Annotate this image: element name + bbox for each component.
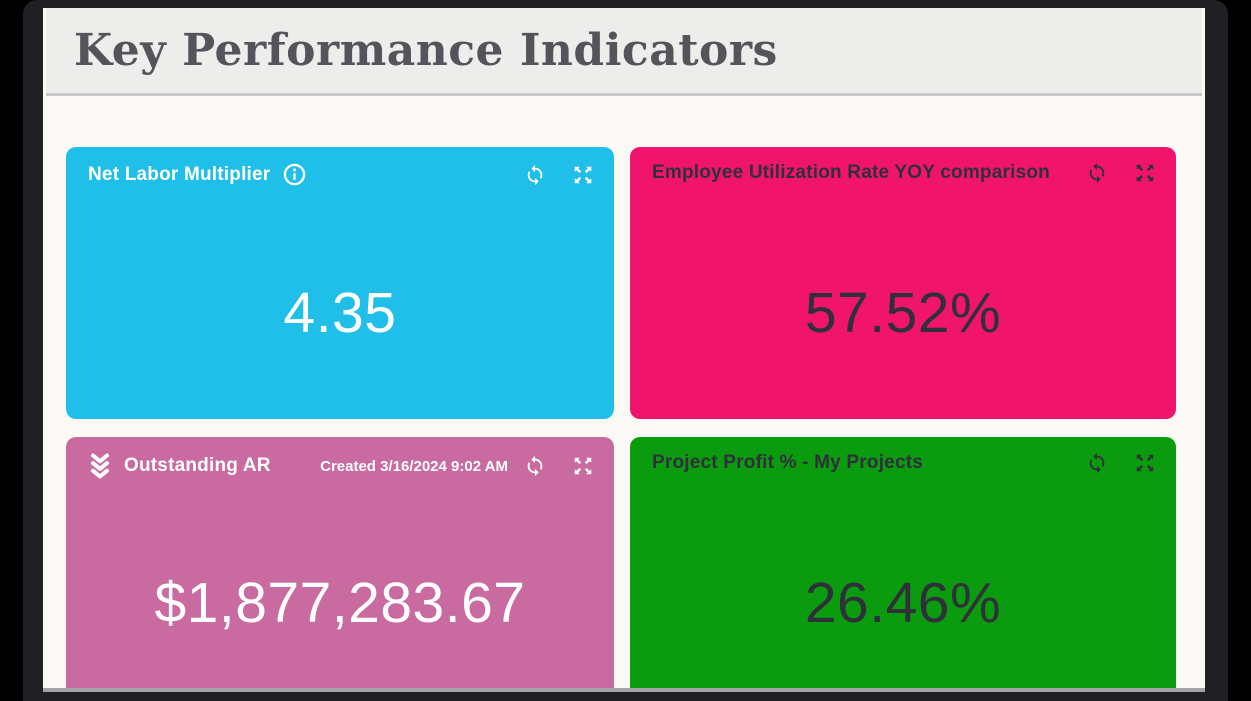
expand-icon[interactable] (1134, 452, 1156, 474)
refresh-icon[interactable] (524, 164, 546, 186)
created-timestamp: Created 3/16/2024 9:02 AM (320, 457, 508, 475)
kpi-card-project-profit: Project Profit % - My Projects (630, 437, 1176, 688)
kpi-card-outstanding-ar: Outstanding AR Created 3/16/2024 9:02 AM (66, 437, 614, 688)
kpi-card-net-labor-multiplier: Net Labor Multiplier (66, 147, 614, 419)
card-title: Net Labor Multiplier (88, 163, 271, 185)
refresh-icon[interactable] (1086, 452, 1108, 474)
page-header: Key Performance Indicators (46, 8, 1202, 96)
collapse-chevrons-icon[interactable] (88, 452, 112, 480)
kpi-value: 57.52% (804, 281, 1002, 345)
card-title: Outstanding AR (124, 455, 271, 476)
info-icon[interactable] (282, 162, 307, 187)
card-header: Project Profit % - My Projects (630, 437, 1176, 474)
expand-icon[interactable] (1134, 162, 1156, 184)
refresh-icon[interactable] (1086, 162, 1108, 184)
card-title: Project Profit % - My Projects (652, 452, 924, 473)
window-frame: Key Performance Indicators Net Labor Mul… (23, 0, 1228, 701)
expand-icon[interactable] (572, 164, 594, 186)
kpi-value: 4.35 (283, 281, 397, 345)
page-title: Key Performance Indicators (74, 25, 778, 76)
expand-icon[interactable] (572, 455, 594, 477)
kpi-card-employee-utilization: Employee Utilization Rate YOY comparison (630, 147, 1176, 419)
dashboard-panel: Key Performance Indicators Net Labor Mul… (43, 8, 1205, 692)
kpi-value: 26.46% (804, 571, 1002, 635)
kpi-value: $1,877,283.67 (154, 571, 526, 635)
card-header: Employee Utilization Rate YOY comparison (630, 147, 1176, 184)
card-title: Employee Utilization Rate YOY comparison (652, 162, 1050, 183)
refresh-icon[interactable] (524, 455, 546, 477)
card-header: Outstanding AR Created 3/16/2024 9:02 AM (66, 437, 614, 480)
card-header: Net Labor Multiplier (66, 147, 614, 187)
